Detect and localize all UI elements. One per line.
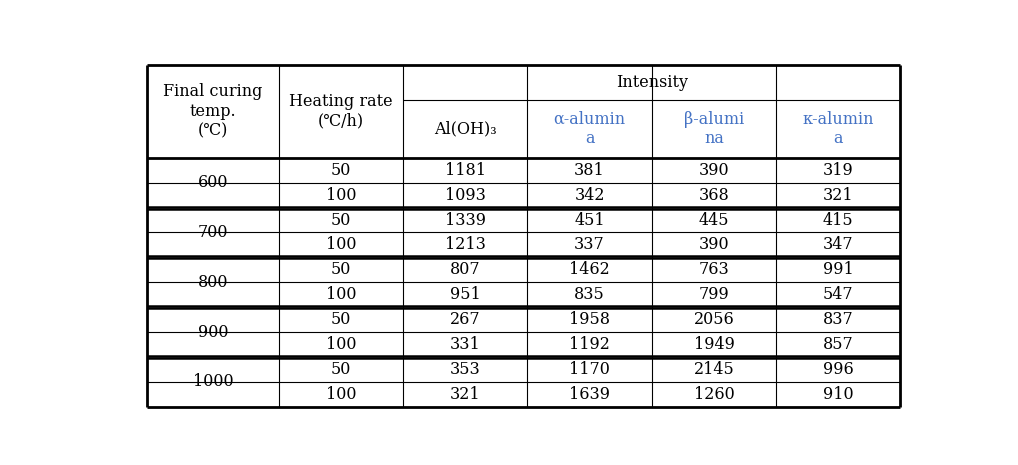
Text: 857: 857 [823, 336, 854, 353]
Text: 900: 900 [197, 324, 228, 340]
Text: 100: 100 [326, 286, 356, 303]
Text: 50: 50 [331, 162, 351, 179]
Text: 319: 319 [823, 162, 854, 179]
Text: 1339: 1339 [445, 212, 486, 229]
Text: Intensity: Intensity [616, 74, 688, 91]
Text: 763: 763 [698, 261, 729, 279]
Text: 267: 267 [450, 311, 480, 328]
Text: 910: 910 [823, 386, 853, 403]
Text: κ-alumin
a: κ-alumin a [802, 111, 874, 147]
Text: 600: 600 [197, 174, 228, 191]
Text: 1639: 1639 [569, 386, 610, 403]
Text: 1949: 1949 [693, 336, 734, 353]
Text: 700: 700 [197, 224, 228, 241]
Text: 415: 415 [823, 212, 853, 229]
Text: 347: 347 [823, 236, 853, 253]
Text: 1192: 1192 [569, 336, 610, 353]
Text: 451: 451 [574, 212, 605, 229]
Text: α-alumin
a: α-alumin a [554, 111, 626, 147]
Text: 100: 100 [326, 386, 356, 403]
Text: 331: 331 [450, 336, 480, 353]
Text: 1958: 1958 [569, 311, 610, 328]
Text: 1000: 1000 [192, 373, 233, 390]
Text: 2056: 2056 [693, 311, 734, 328]
Text: 996: 996 [823, 361, 854, 378]
Text: 951: 951 [450, 286, 480, 303]
Text: Al(OH)₃: Al(OH)₃ [434, 120, 497, 138]
Text: Final curing
temp.
(℃): Final curing temp. (℃) [163, 83, 263, 140]
Text: 390: 390 [698, 236, 729, 253]
Text: 381: 381 [574, 162, 605, 179]
Text: 342: 342 [574, 186, 605, 204]
Text: 100: 100 [326, 186, 356, 204]
Text: 837: 837 [823, 311, 854, 328]
Text: 50: 50 [331, 361, 351, 378]
Text: β-alumi
na: β-alumi na [684, 111, 744, 147]
Text: 1213: 1213 [445, 236, 486, 253]
Text: 835: 835 [574, 286, 605, 303]
Text: 2145: 2145 [693, 361, 734, 378]
Text: 100: 100 [326, 236, 356, 253]
Text: 390: 390 [698, 162, 729, 179]
Text: 800: 800 [197, 274, 228, 291]
Text: 445: 445 [698, 212, 729, 229]
Text: 50: 50 [331, 261, 351, 279]
Text: 1462: 1462 [569, 261, 610, 279]
Text: Heating rate
(℃/h): Heating rate (℃/h) [289, 93, 393, 130]
Text: 353: 353 [450, 361, 480, 378]
Text: 799: 799 [698, 286, 729, 303]
Text: 991: 991 [823, 261, 854, 279]
Text: 1260: 1260 [693, 386, 734, 403]
Text: 50: 50 [331, 212, 351, 229]
Text: 50: 50 [331, 311, 351, 328]
Text: 337: 337 [574, 236, 605, 253]
Text: 100: 100 [326, 336, 356, 353]
Text: 1181: 1181 [445, 162, 486, 179]
Text: 321: 321 [450, 386, 480, 403]
Text: 321: 321 [823, 186, 853, 204]
Text: 807: 807 [450, 261, 480, 279]
Text: 1170: 1170 [569, 361, 610, 378]
Text: 1093: 1093 [445, 186, 486, 204]
Text: 547: 547 [823, 286, 853, 303]
Text: 368: 368 [698, 186, 729, 204]
